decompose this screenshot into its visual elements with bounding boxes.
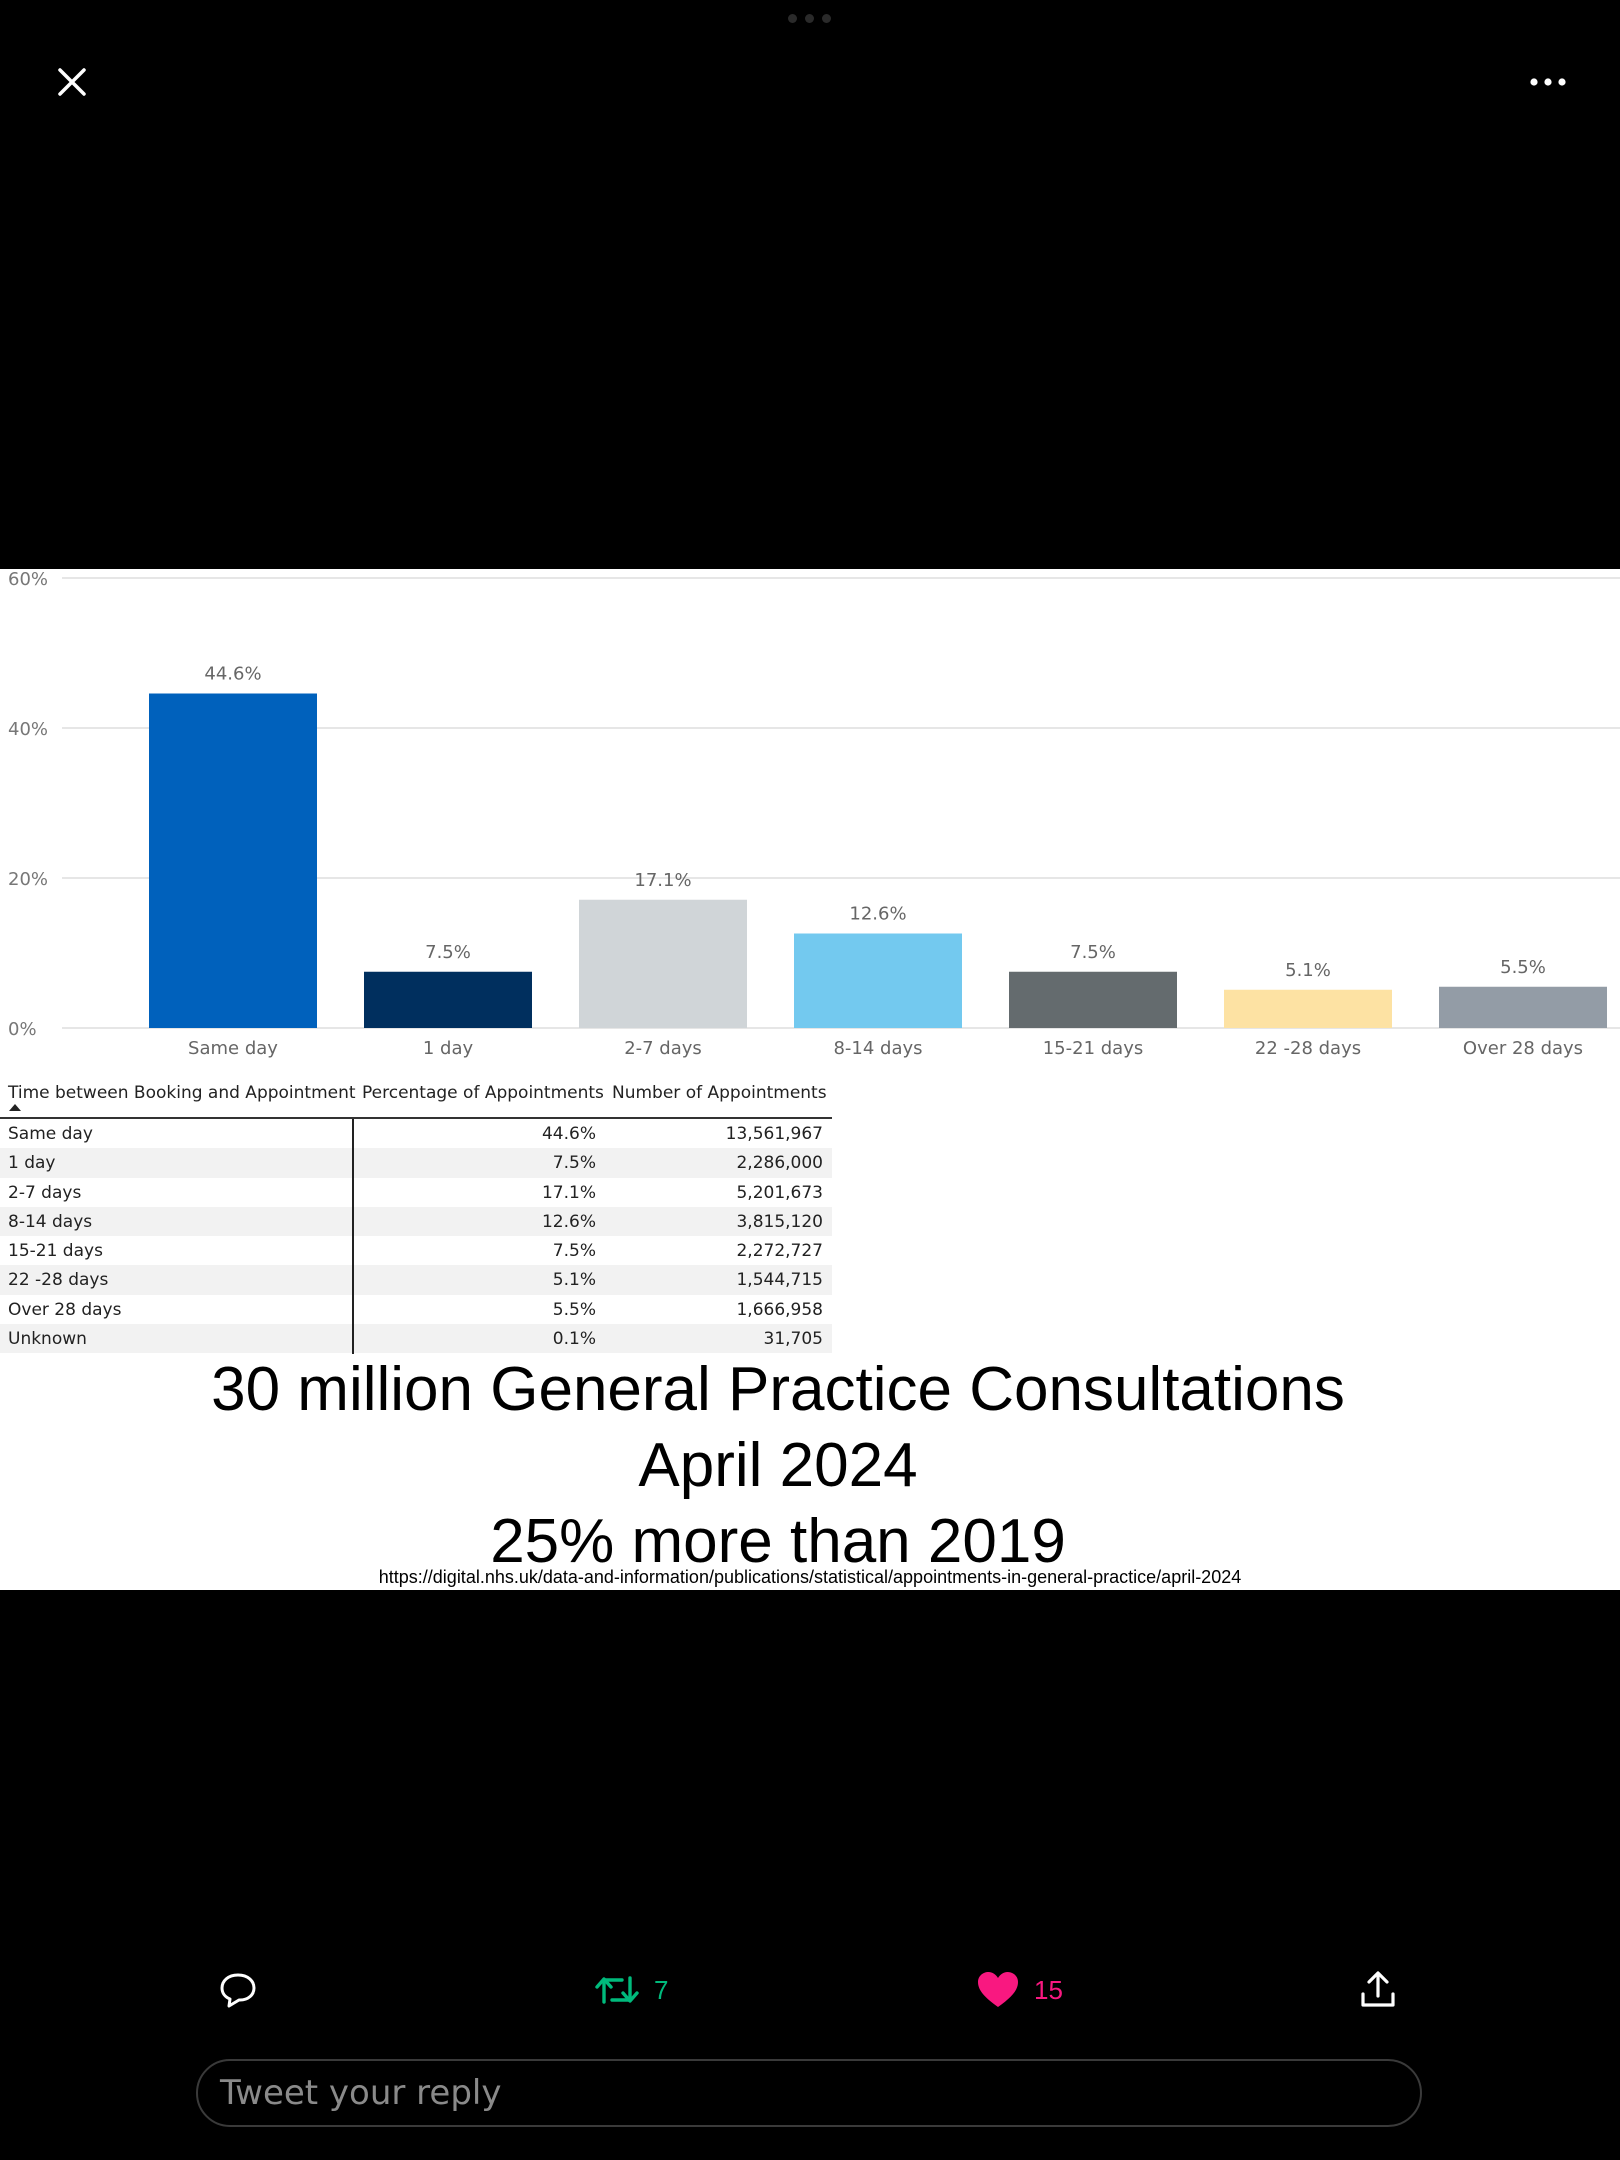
cell-percentage: 7.5% — [552, 1241, 596, 1262]
bar-data-label: 17.1% — [634, 870, 691, 891]
cell-number: 5,201,673 — [736, 1182, 823, 1203]
cell-number: 1,666,958 — [736, 1299, 823, 1320]
retweet-button[interactable]: 7 — [594, 1970, 668, 2010]
y-tick-label: 40% — [8, 719, 48, 740]
table-row: 1 day 7.5% 2,286,000 — [0, 1148, 832, 1178]
bar[interactable] — [579, 899, 747, 1028]
bar-data-label: 7.5% — [425, 942, 471, 963]
source-url: https://digital.nhs.uk/data-and-informat… — [378, 1567, 1242, 1587]
cell-number: 3,815,120 — [736, 1211, 823, 1232]
header-time-between[interactable]: Time between Booking and Appointment — [8, 1083, 356, 1103]
bar[interactable] — [364, 971, 532, 1028]
close-icon — [58, 68, 86, 96]
cell-time-between: 2-7 days — [8, 1182, 82, 1203]
cell-percentage: 5.1% — [552, 1270, 596, 1291]
heart-icon — [978, 1972, 1018, 2007]
cell-percentage: 0.1% — [552, 1329, 596, 1350]
table-row: Unknown 0.1% 31,705 — [0, 1324, 832, 1354]
share-icon — [1361, 1971, 1395, 2007]
x-tick-label: 22 -28 days — [1255, 1038, 1361, 1059]
x-tick-label: 8-14 days — [833, 1038, 922, 1059]
more-options-button[interactable] — [1526, 62, 1570, 102]
caption-line-1: 30 million General Practice Consultation… — [211, 1355, 1345, 1424]
bar-data-label: 12.6% — [849, 904, 906, 925]
tweet-image[interactable]: 0% 20% 40% 60% 44.6% Same day 7.5% 1 day 17.1% 2-… — [0, 569, 1620, 1590]
cell-number: 13,561,967 — [725, 1124, 823, 1144]
more-horizontal-icon — [1530, 78, 1566, 86]
x-tick-label: 2-7 days — [624, 1038, 702, 1059]
table-row: 2-7 days 17.1% 5,201,673 — [0, 1178, 832, 1207]
bar[interactable] — [794, 933, 962, 1029]
x-tick-label: 1 day — [423, 1038, 474, 1059]
cell-time-between: Unknown — [8, 1329, 87, 1350]
close-button[interactable] — [52, 62, 92, 102]
cell-time-between: 8-14 days — [8, 1211, 93, 1232]
image-caption: 30 million General Practice Consultation… — [0, 1352, 1556, 1580]
reply-input[interactable]: Tweet your reply — [196, 2059, 1422, 2127]
reply-button[interactable] — [218, 1970, 258, 2010]
header-number[interactable]: Number of Appointments — [612, 1083, 827, 1103]
bar-data-label: 5.1% — [1285, 960, 1331, 981]
y-tick-label: 0% — [8, 1019, 37, 1040]
tweet-action-bar: 7 15 — [0, 1970, 1620, 2030]
cell-number: 2,286,000 — [736, 1153, 823, 1174]
bar[interactable] — [1224, 989, 1392, 1028]
share-button[interactable] — [1358, 1970, 1398, 2010]
cell-percentage: 5.5% — [552, 1299, 596, 1320]
x-tick-label: Same day — [188, 1038, 278, 1059]
y-tick-label: 60% — [8, 569, 48, 590]
bar-data-label: 44.6% — [204, 664, 261, 685]
bar[interactable] — [1439, 986, 1607, 1028]
like-button[interactable]: 15 — [976, 1970, 1063, 2010]
cell-percentage: 17.1% — [541, 1182, 596, 1203]
table-body: Same day 44.6% 13,561,967 1 day 7.5% 2,286,00… — [0, 1119, 832, 1354]
pager-dots — [788, 14, 831, 23]
cell-number: 2,272,727 — [736, 1241, 823, 1262]
bar-data-label: 7.5% — [1070, 942, 1116, 963]
bar[interactable] — [149, 693, 317, 1029]
cell-time-between: 1 day — [8, 1153, 56, 1174]
x-tick-label: Over 28 days — [1463, 1038, 1583, 1059]
table-row: 22 -28 days 5.1% 1,544,715 — [0, 1265, 832, 1295]
column-divider — [352, 1119, 354, 1354]
cell-number: 1,544,715 — [736, 1270, 823, 1291]
table-row: 15-21 days 7.5% 2,272,727 — [0, 1236, 832, 1265]
caption-line-3: 25% more than 2019 — [490, 1507, 1066, 1576]
retweet-count: 7 — [654, 1974, 669, 2005]
header-percentage[interactable]: Percentage of Appointments — [362, 1083, 604, 1103]
y-tick-label: 20% — [8, 869, 48, 890]
caption-line-2: April 2024 — [638, 1431, 918, 1500]
sort-ascending-icon — [9, 1104, 21, 1111]
bar-chart: 0% 20% 40% 60% 44.6% Same day 7.5% 1 day 17.1% 2-… — [8, 569, 1620, 1059]
cell-time-between: Same day — [8, 1124, 93, 1144]
reply-placeholder: Tweet your reply — [220, 2073, 502, 2113]
reply-icon — [220, 1973, 256, 2008]
cell-percentage: 12.6% — [541, 1211, 596, 1232]
bar-data-label: 5.5% — [1500, 957, 1546, 978]
table-header: Time between Booking and Appointment Per… — [0, 1077, 832, 1119]
table-row: 8-14 days 12.6% 3,815,120 — [0, 1206, 832, 1237]
cell-time-between: 15-21 days — [8, 1241, 103, 1262]
cell-time-between: 22 -28 days — [8, 1270, 109, 1291]
retweet-icon — [595, 1976, 639, 2004]
bar[interactable] — [1009, 971, 1177, 1028]
like-count: 15 — [1034, 1974, 1063, 2005]
x-tick-label: 15-21 days — [1043, 1038, 1144, 1059]
cell-percentage: 7.5% — [552, 1153, 596, 1174]
table-row: Same day 44.6% 13,561,967 — [0, 1119, 832, 1148]
cell-time-between: Over 28 days — [8, 1299, 122, 1320]
appointments-table: Time between Booking and Appointment Per… — [0, 1077, 832, 1354]
cell-percentage: 44.6% — [541, 1124, 596, 1144]
cell-number: 31,705 — [763, 1329, 823, 1350]
table-row: Over 28 days 5.5% 1,666,958 — [0, 1295, 832, 1324]
